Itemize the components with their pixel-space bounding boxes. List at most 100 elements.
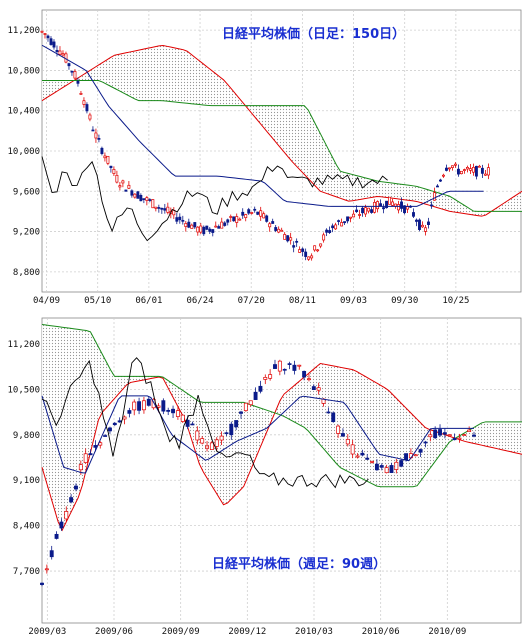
y-tick-label: 10,800 — [7, 66, 40, 76]
candle-body — [82, 100, 86, 105]
y-tick-label: 11,200 — [7, 26, 40, 36]
x-tick-label: 2009/12 — [228, 627, 266, 637]
x-tick-label: 05/10 — [84, 296, 111, 306]
candle-body — [459, 170, 463, 175]
candle-body — [219, 435, 224, 441]
candle-body — [83, 453, 88, 463]
chikou-span-line — [41, 357, 369, 489]
candle-body — [58, 50, 62, 55]
candle-body — [389, 465, 394, 473]
candle-body — [115, 174, 119, 183]
candle-body — [430, 204, 433, 207]
candle-body — [122, 416, 127, 420]
candle-body — [355, 455, 360, 458]
candle-body — [238, 218, 242, 221]
candle-body — [175, 217, 179, 222]
candle-body — [399, 460, 404, 467]
candle-body — [195, 430, 200, 441]
chart-title: 日経平均株価（日足：150日） — [222, 26, 405, 42]
candle-body — [79, 92, 83, 95]
candle-body — [298, 249, 302, 253]
candle-body — [428, 434, 433, 438]
candle-body — [235, 216, 239, 223]
candle-body — [253, 208, 257, 211]
candle-body — [280, 229, 284, 232]
x-tick-label: 2010/03 — [295, 627, 333, 637]
candle-body — [283, 234, 287, 240]
y-tick-label: 8,800 — [13, 268, 40, 278]
candle-body — [127, 410, 132, 414]
x-tick-label: 04/09 — [33, 296, 60, 306]
candle-body — [229, 216, 233, 218]
candle-body — [379, 465, 384, 468]
ichimoku-cloud — [42, 324, 522, 531]
candle-body — [274, 227, 278, 231]
candle-body — [214, 225, 218, 228]
candle-body — [46, 35, 50, 39]
candle-body — [301, 248, 305, 252]
x-tick-label: 2010/09 — [428, 627, 466, 637]
candle-body — [442, 174, 445, 177]
candle-body — [200, 438, 205, 444]
candle-body — [271, 221, 275, 224]
candle-body — [322, 234, 326, 241]
candle-body — [184, 223, 188, 227]
candle-body — [477, 165, 481, 168]
candle-body — [85, 104, 89, 112]
candle-body — [292, 364, 297, 371]
candle-body — [355, 209, 359, 213]
candle-body — [40, 582, 44, 585]
candle-body — [223, 222, 227, 226]
candle-body — [181, 219, 185, 222]
candle-body — [365, 457, 370, 460]
candle-body — [49, 550, 54, 558]
candle-body — [391, 201, 394, 206]
y-tick-label: 8,400 — [13, 522, 40, 532]
candle-body — [185, 419, 190, 427]
candle-body — [146, 398, 151, 406]
candle-body — [108, 427, 112, 432]
candle-body — [388, 196, 391, 205]
candle-body — [340, 433, 345, 437]
candle-body — [472, 434, 476, 437]
candle-body — [44, 568, 49, 571]
x-tick-label: 2009/09 — [162, 627, 200, 637]
candle-body — [40, 30, 44, 33]
candle-body — [103, 155, 107, 159]
x-tick-label: 07/20 — [238, 296, 265, 306]
candle-body — [316, 387, 321, 391]
candle-body — [214, 439, 219, 447]
candle-body — [121, 180, 125, 184]
candle-body — [133, 193, 137, 198]
candle-body — [373, 202, 377, 213]
candle-body — [88, 114, 92, 120]
candle-body — [97, 138, 101, 140]
candle-body — [302, 370, 307, 378]
candle-body — [166, 409, 171, 412]
chart-title: 日経平均株価（週足：90週） — [212, 556, 386, 572]
candle-body — [54, 533, 59, 539]
kijun-line — [41, 395, 474, 474]
candle-body — [166, 206, 170, 213]
candle-body — [403, 205, 406, 214]
candle-body — [109, 165, 113, 168]
x-tick-label: 06/24 — [186, 296, 213, 306]
candle-body — [397, 204, 400, 211]
candle-body — [248, 400, 253, 406]
candle-body — [483, 173, 487, 176]
candle-body — [202, 226, 206, 235]
candle-body — [161, 400, 166, 412]
candle-body — [250, 212, 254, 214]
candle-body — [205, 225, 209, 230]
candle-body — [445, 167, 448, 171]
y-tick-label: 10,400 — [7, 107, 40, 117]
candle-body — [352, 213, 356, 218]
candle-body — [310, 255, 314, 259]
candle-body — [345, 439, 350, 445]
candle-body — [313, 245, 317, 251]
candle-body — [78, 464, 83, 471]
candle-body — [130, 190, 134, 196]
candle-body — [316, 249, 320, 252]
candle-body — [374, 463, 379, 471]
x-tick-label: 2010/06 — [362, 627, 400, 637]
